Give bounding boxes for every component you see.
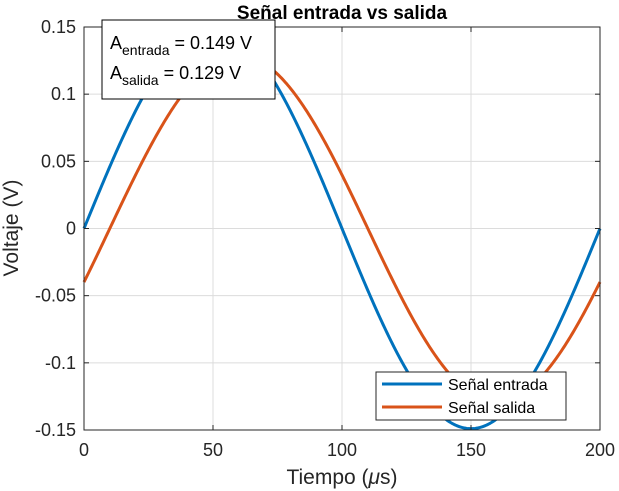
x-tick-label: 50 [203, 440, 223, 460]
annotation-value: = 0.149 V [170, 33, 253, 53]
annotation-symbol: A [110, 63, 122, 83]
annotation-value: = 0.129 V [159, 63, 242, 83]
x-tick-label: 200 [585, 440, 615, 460]
x-axis-label: Tiempo (μs) [286, 466, 397, 489]
x-axis-label-suffix: s) [380, 466, 398, 489]
y-tick-label: 0.1 [51, 84, 76, 104]
x-tick-label: 150 [456, 440, 486, 460]
x-axis-label-unit: μ [368, 466, 381, 489]
amplitude-annotation: Aentrada = 0.149 V Asalida = 0.129 V [101, 19, 276, 100]
y-axis-label: Voltaje (V) [0, 180, 23, 277]
annotation-subscript: salida [122, 72, 159, 88]
y-tick-label: -0.1 [45, 353, 76, 373]
x-tick-label: 0 [79, 440, 89, 460]
legend-label-entrada: Señal entrada [448, 377, 548, 394]
annotation-symbol: A [110, 33, 122, 53]
x-axis-label-prefix: Tiempo ( [286, 466, 368, 489]
legend-box [375, 371, 567, 421]
y-tick-label: -0.05 [35, 286, 76, 306]
legend: Señal entrada Señal salida [375, 371, 567, 421]
annotation-box [101, 19, 276, 100]
tick-labels: 0 50 100 150 200 0.15 0.1 0.05 0 -0.05 -0.1 -0.15 [35, 17, 615, 460]
y-tick-label: 0 [66, 219, 76, 239]
annotation-line-salida: Asalida = 0.129 V [110, 63, 241, 88]
y-tick-label: -0.15 [35, 420, 76, 440]
annotation-subscript: entrada [122, 42, 170, 58]
y-tick-label: 0.05 [41, 151, 76, 171]
y-tick-label: 0.15 [41, 17, 76, 37]
annotation-line-entrada: Aentrada = 0.149 V [110, 33, 252, 58]
legend-label-salida: Señal salida [448, 400, 535, 417]
chart-title: Señal entrada vs salida [237, 3, 448, 24]
x-tick-label: 100 [327, 440, 357, 460]
